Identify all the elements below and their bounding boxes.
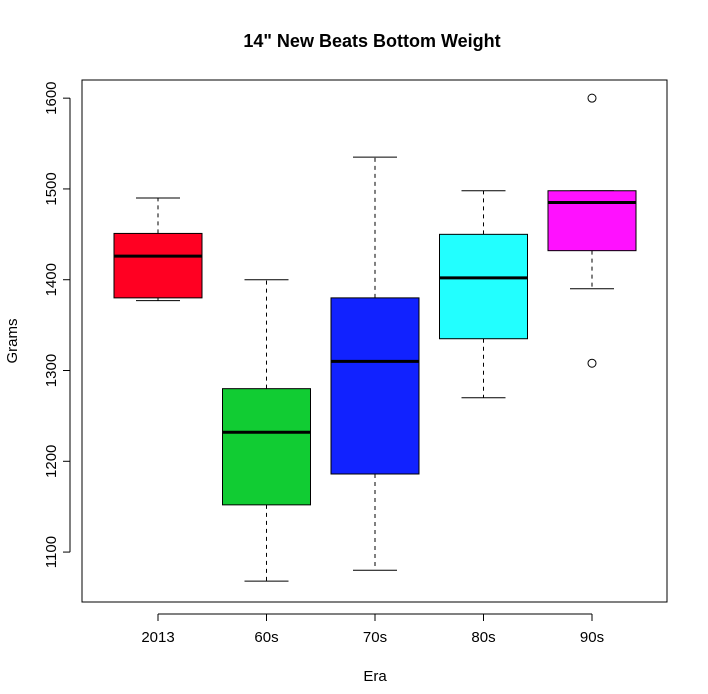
y-axis: 1100 1200 1300 1400 1500 1600 [43,81,71,568]
x-axis-label: Era [363,668,387,685]
y-tick-label: 1300 [43,354,60,387]
box-90s [547,93,637,368]
x-tick-label: 90s [580,629,604,646]
box-60s [222,279,311,582]
iqr-box [222,388,311,506]
outlier-point [587,93,597,103]
y-tick-label: 1400 [43,263,60,296]
iqr-box [439,233,528,340]
iqr-box [547,190,637,252]
y-tick-label: 1500 [43,172,60,205]
y-tick-label: 1600 [43,81,60,114]
y-tick-label: 1200 [43,445,60,478]
chart-title: 14" New Beats Bottom Weight [243,31,500,51]
boxes-group [113,93,637,582]
y-tick-label: 1100 [43,536,60,568]
iqr-box [330,297,420,475]
plot-frame [81,79,668,603]
y-axis-label: Grams [4,319,21,364]
box-70s [330,156,420,571]
x-tick-label: 2013 [141,629,174,646]
box-80s [439,190,528,399]
x-tick-label: 80s [471,629,495,646]
x-axis: 2013 60s 70s 80s 90s [141,613,604,646]
x-tick-label: 60s [254,629,278,646]
x-tick-label: 70s [363,629,387,646]
iqr-box [113,232,203,299]
box-2013 [113,197,203,302]
outlier-point [587,358,597,368]
